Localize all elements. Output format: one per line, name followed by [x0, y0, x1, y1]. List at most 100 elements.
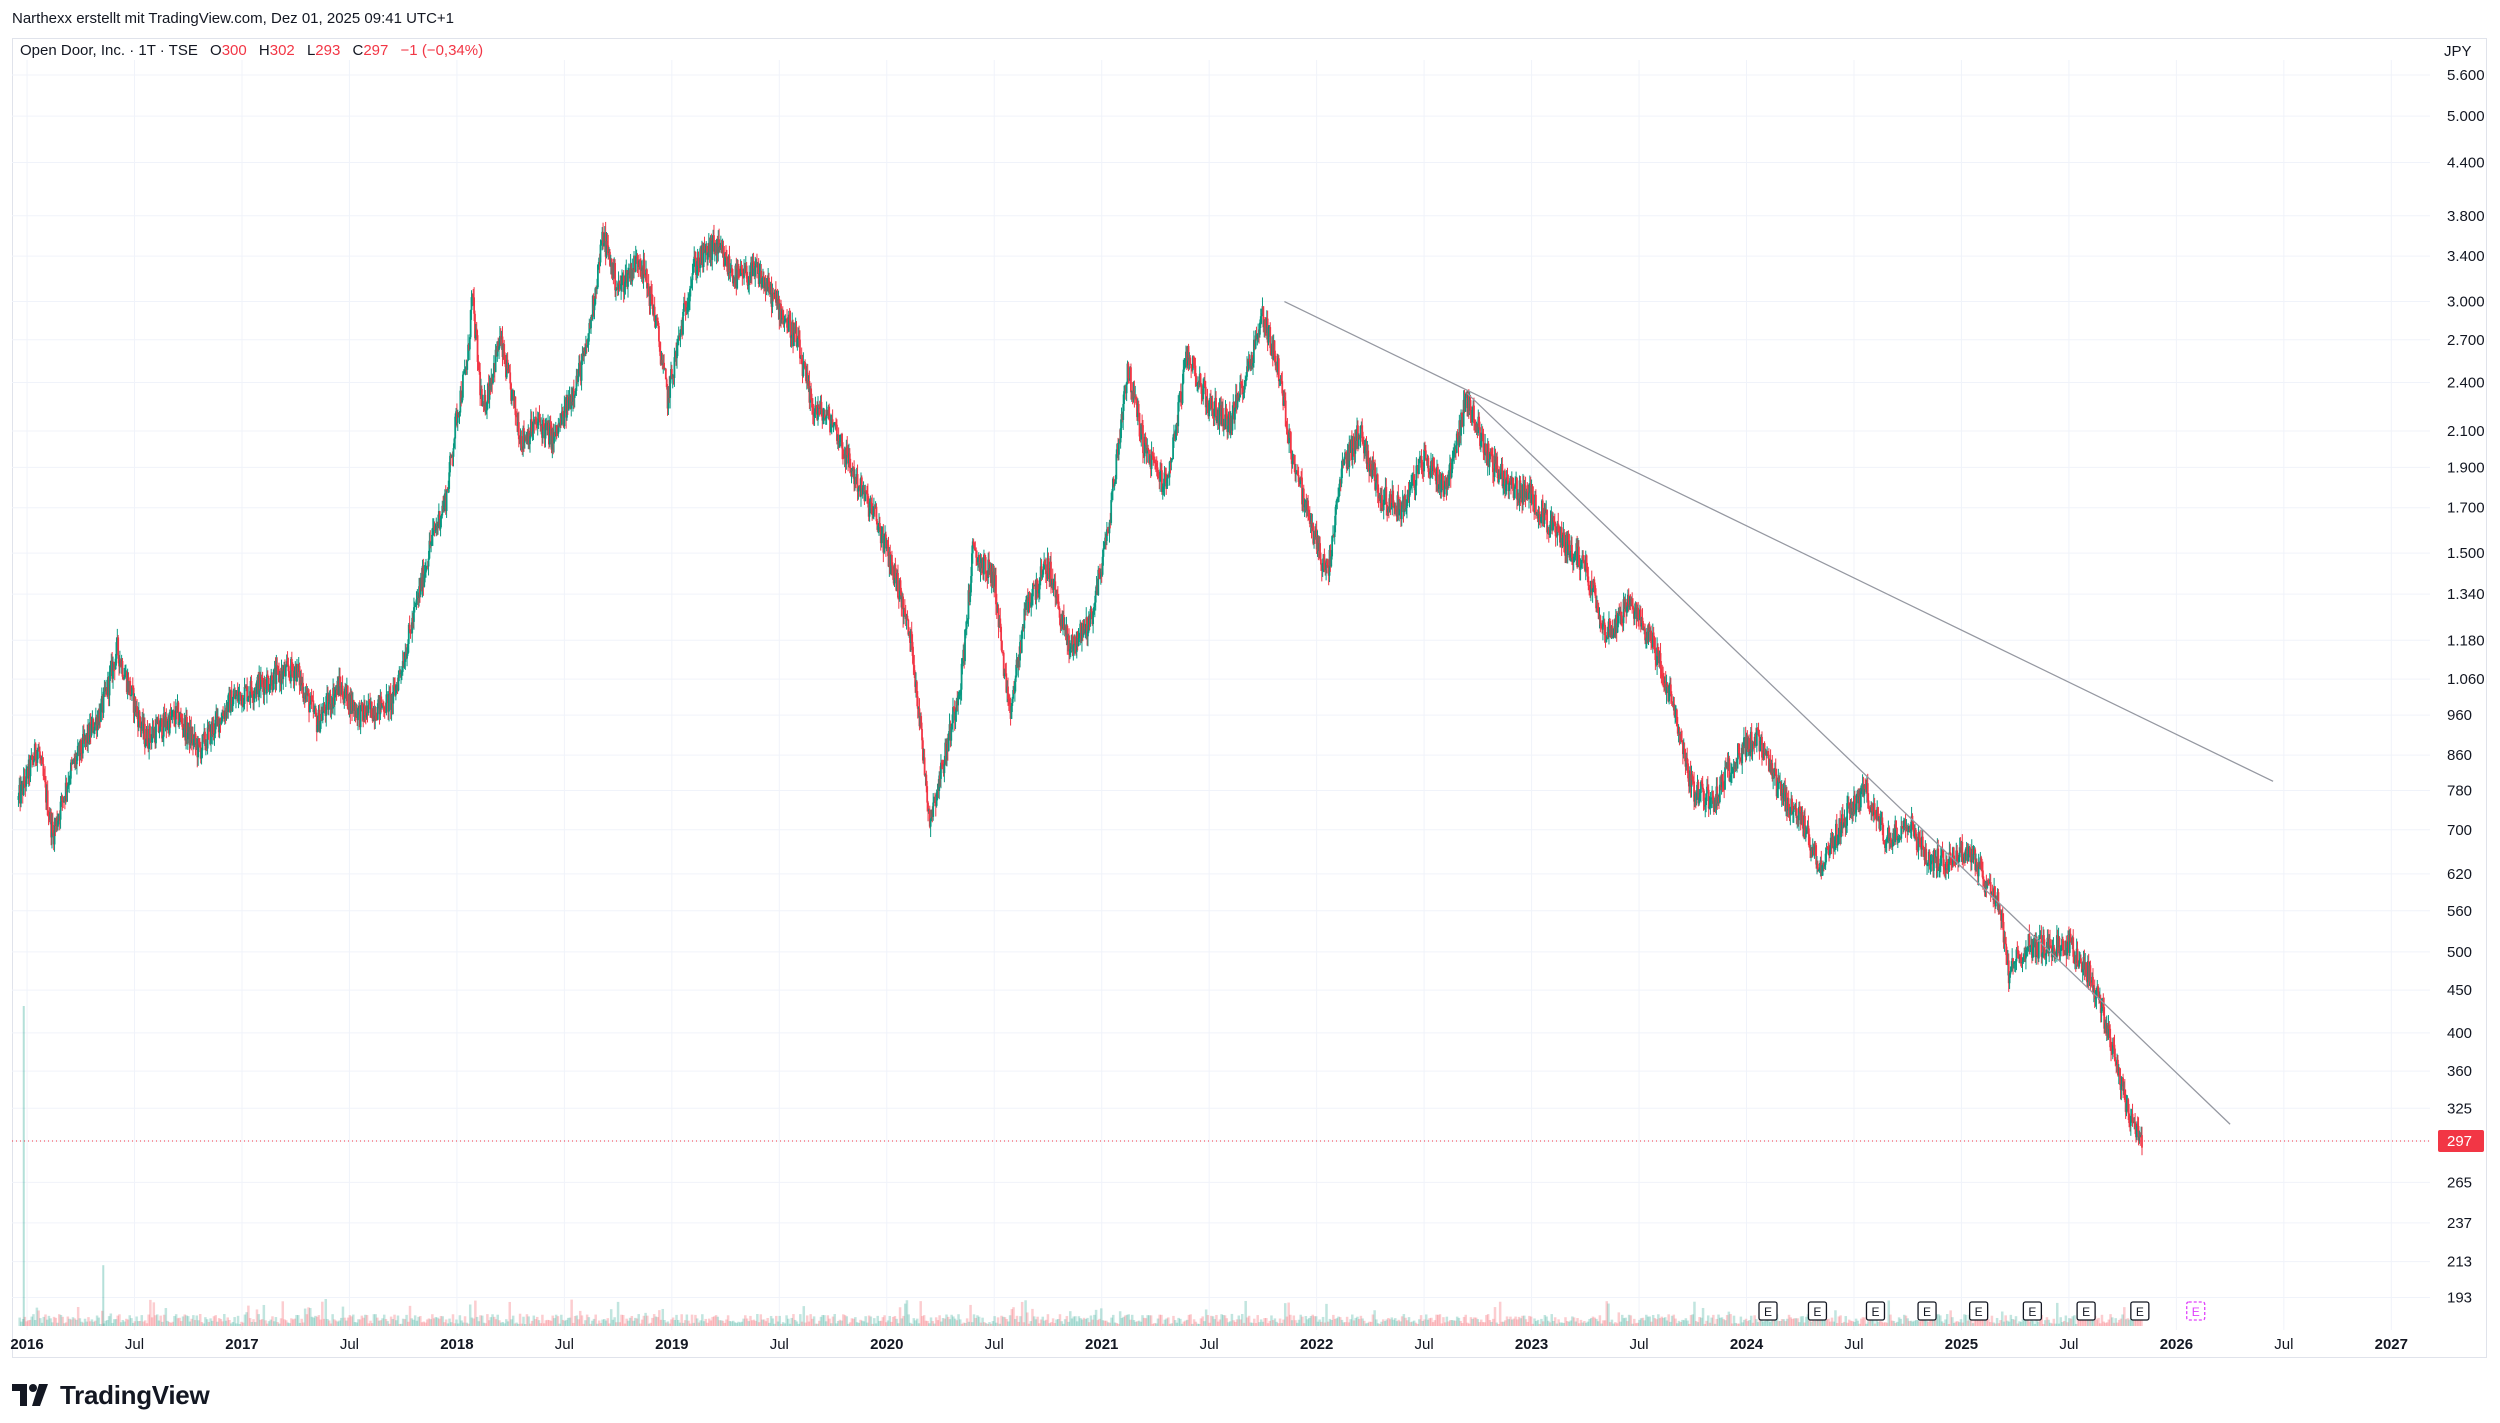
volume-bar [1925, 1320, 1928, 1326]
candle-body [1246, 366, 1248, 377]
candle-body [927, 802, 929, 811]
volume-bar [996, 1317, 1000, 1326]
candle-body [1160, 469, 1162, 471]
volume-bar [517, 1323, 520, 1326]
candle-body [1069, 646, 1072, 650]
candle-body [192, 739, 195, 745]
candle-body [957, 695, 960, 706]
candle-body [703, 244, 706, 253]
volume-bar [1706, 1315, 1710, 1326]
candle-body [913, 665, 916, 673]
volume-bar [1787, 1314, 1791, 1326]
volume-bar [898, 1307, 902, 1326]
candle-body [1369, 463, 1372, 469]
volume-bar [1543, 1315, 1547, 1326]
volume-bar [52, 1316, 56, 1326]
volume-bar [2066, 1322, 2069, 1326]
volume-bar [537, 1320, 541, 1326]
volume-bar [1424, 1314, 1428, 1326]
volume-bar [448, 1318, 451, 1326]
candle-body [1410, 484, 1413, 489]
volume-bar [131, 1322, 135, 1326]
candle-body [1203, 380, 1206, 387]
volume-bar [1473, 1317, 1476, 1326]
candle-body [822, 417, 825, 421]
candle-body [1062, 615, 1065, 630]
candle-body [693, 256, 696, 267]
candle-body [431, 527, 434, 535]
candle-body [1277, 358, 1280, 382]
volume-bar [1590, 1317, 1593, 1326]
volume-bar [750, 1320, 754, 1326]
grid-lines [12, 60, 2430, 1330]
currency-label[interactable]: JPY [2444, 43, 2472, 60]
volume-bar [1170, 1323, 1173, 1326]
volume-bar [989, 1323, 993, 1326]
volume-bar [1321, 1316, 1325, 1326]
candle-body [149, 725, 151, 739]
candle-body [1269, 327, 1272, 349]
chart-pane[interactable] [12, 38, 2487, 1358]
volume-bar [1457, 1317, 1461, 1326]
volume-bar [1129, 1319, 1132, 1326]
candle-body [1066, 625, 1069, 645]
candle-body [1094, 590, 1097, 603]
candle-body [1242, 392, 1245, 395]
candle-body [535, 416, 537, 425]
volume-bar [1878, 1320, 1882, 1326]
candle-body [1334, 506, 1337, 526]
candle-body [341, 685, 344, 697]
volume-bar [1087, 1322, 1091, 1326]
volume-bar [1000, 1315, 1003, 1326]
volume-bar [1225, 1318, 1229, 1326]
candle-body [935, 792, 938, 806]
volume-bar [771, 1318, 775, 1326]
volume-bar [819, 1316, 823, 1326]
candle-body [1093, 602, 1096, 607]
candle-body [102, 691, 105, 713]
candle-body [293, 671, 296, 682]
candle-body [397, 674, 400, 691]
candle-body [243, 686, 246, 705]
candle-body [34, 743, 37, 759]
volume-bar [671, 1317, 675, 1326]
volume-bar [1780, 1319, 1784, 1326]
candle-body [81, 753, 83, 755]
candle-body [1177, 402, 1180, 427]
volume-bar [20, 1321, 23, 1326]
volume-bar [322, 1318, 326, 1326]
candle-body [1166, 478, 1168, 489]
candle-body [1526, 491, 1529, 493]
volume-bar [869, 1316, 873, 1326]
volume-bar [807, 1321, 811, 1326]
volume-bar [415, 1320, 419, 1326]
candle-body [62, 801, 65, 803]
volume-bar [1390, 1317, 1394, 1326]
volume-bar [958, 1319, 962, 1326]
volume-bar [1007, 1321, 1010, 1326]
volume-bar [1987, 1319, 1990, 1326]
candle-body [138, 711, 141, 722]
candle-body [590, 316, 592, 329]
volume-bar [1720, 1317, 1724, 1326]
volume-bar [130, 1318, 133, 1326]
candle-body [1427, 457, 1430, 472]
volume-bar [2009, 1314, 2013, 1326]
volume-bar [924, 1320, 928, 1326]
candle-body [987, 559, 990, 578]
volume-bar [1373, 1310, 1376, 1326]
candle-body [333, 694, 336, 705]
volume-bar [1308, 1317, 1311, 1326]
volume-bar [381, 1318, 384, 1326]
candle-body [1433, 466, 1436, 473]
volume-bar [47, 1315, 51, 1326]
volume-bar [68, 1318, 71, 1326]
volume-bar [40, 1322, 44, 1326]
candle-body [954, 711, 957, 721]
volume-bar [1660, 1316, 1664, 1326]
candle-body [388, 691, 390, 712]
volume-bar [1873, 1323, 1877, 1326]
volume-bar [1438, 1314, 1442, 1326]
volume-bar [874, 1323, 878, 1326]
